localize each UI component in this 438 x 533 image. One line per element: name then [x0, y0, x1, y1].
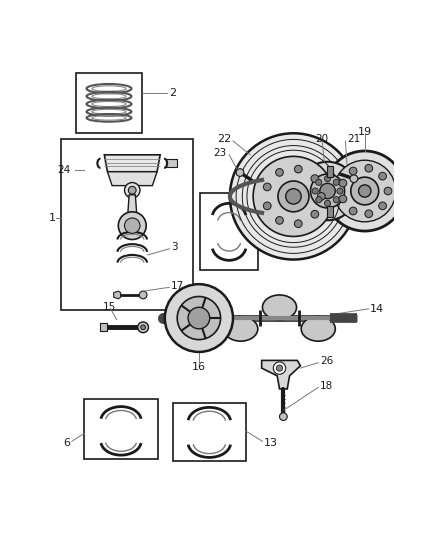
Circle shape	[325, 200, 331, 206]
Circle shape	[316, 197, 322, 203]
Ellipse shape	[301, 317, 336, 341]
Text: 16: 16	[192, 361, 206, 372]
Text: 19: 19	[358, 127, 372, 137]
Bar	[61, 140, 193, 310]
Circle shape	[230, 133, 357, 260]
Text: 3: 3	[171, 242, 178, 252]
Circle shape	[325, 175, 331, 182]
Circle shape	[351, 177, 379, 205]
Polygon shape	[261, 360, 300, 389]
Text: 17: 17	[171, 281, 184, 290]
Ellipse shape	[224, 317, 258, 341]
Circle shape	[294, 165, 302, 173]
Circle shape	[263, 202, 271, 209]
Circle shape	[333, 197, 339, 203]
Circle shape	[138, 322, 148, 333]
Text: 20: 20	[315, 134, 328, 144]
Circle shape	[236, 168, 244, 176]
Bar	[201, 193, 258, 270]
Circle shape	[177, 296, 221, 340]
Polygon shape	[104, 155, 160, 172]
Polygon shape	[100, 324, 107, 331]
Circle shape	[286, 189, 301, 204]
Circle shape	[128, 187, 136, 194]
Circle shape	[124, 182, 140, 198]
Circle shape	[279, 413, 287, 421]
Text: 6: 6	[63, 438, 70, 448]
Circle shape	[320, 183, 336, 199]
Circle shape	[311, 175, 319, 182]
Text: 14: 14	[370, 304, 384, 314]
Circle shape	[365, 164, 373, 172]
Circle shape	[276, 168, 283, 176]
Polygon shape	[127, 195, 137, 216]
Polygon shape	[113, 291, 120, 299]
Text: 1: 1	[49, 213, 56, 223]
Text: 13: 13	[264, 438, 278, 448]
Circle shape	[316, 179, 322, 185]
Circle shape	[139, 291, 147, 299]
Circle shape	[325, 151, 405, 231]
Circle shape	[188, 308, 210, 329]
Circle shape	[339, 179, 347, 187]
Text: 15: 15	[102, 302, 116, 311]
Circle shape	[124, 218, 140, 233]
Circle shape	[349, 167, 357, 175]
Circle shape	[165, 284, 233, 352]
Circle shape	[379, 172, 386, 180]
Circle shape	[318, 192, 325, 200]
Polygon shape	[107, 172, 157, 185]
Text: 23: 23	[214, 148, 227, 158]
Circle shape	[263, 183, 271, 191]
Circle shape	[339, 195, 347, 203]
Text: 3: 3	[281, 192, 288, 202]
Ellipse shape	[189, 295, 223, 320]
Circle shape	[349, 207, 357, 215]
Circle shape	[359, 185, 371, 197]
Circle shape	[333, 179, 339, 185]
Circle shape	[379, 202, 386, 209]
Ellipse shape	[262, 295, 297, 320]
Circle shape	[311, 174, 345, 208]
Circle shape	[365, 210, 373, 217]
Text: 22: 22	[217, 134, 231, 144]
Bar	[327, 206, 333, 217]
Bar	[77, 73, 141, 133]
Circle shape	[298, 161, 357, 220]
Text: 24: 24	[57, 165, 70, 175]
Bar	[327, 166, 333, 177]
Circle shape	[350, 175, 358, 182]
Bar	[84, 399, 158, 459]
Circle shape	[118, 212, 146, 239]
Circle shape	[312, 188, 318, 194]
Bar	[173, 403, 246, 461]
Circle shape	[278, 181, 309, 212]
Circle shape	[276, 365, 283, 371]
Circle shape	[384, 187, 392, 195]
Text: 2: 2	[169, 88, 176, 98]
Circle shape	[253, 156, 334, 237]
Circle shape	[276, 216, 283, 224]
Circle shape	[273, 362, 286, 374]
Text: 21: 21	[347, 134, 360, 144]
Circle shape	[294, 220, 302, 228]
Circle shape	[337, 188, 343, 194]
Circle shape	[334, 160, 396, 222]
Circle shape	[311, 211, 319, 218]
Text: 26: 26	[320, 356, 333, 366]
Circle shape	[141, 325, 145, 329]
Bar	[166, 159, 177, 167]
Text: 18: 18	[320, 381, 333, 391]
